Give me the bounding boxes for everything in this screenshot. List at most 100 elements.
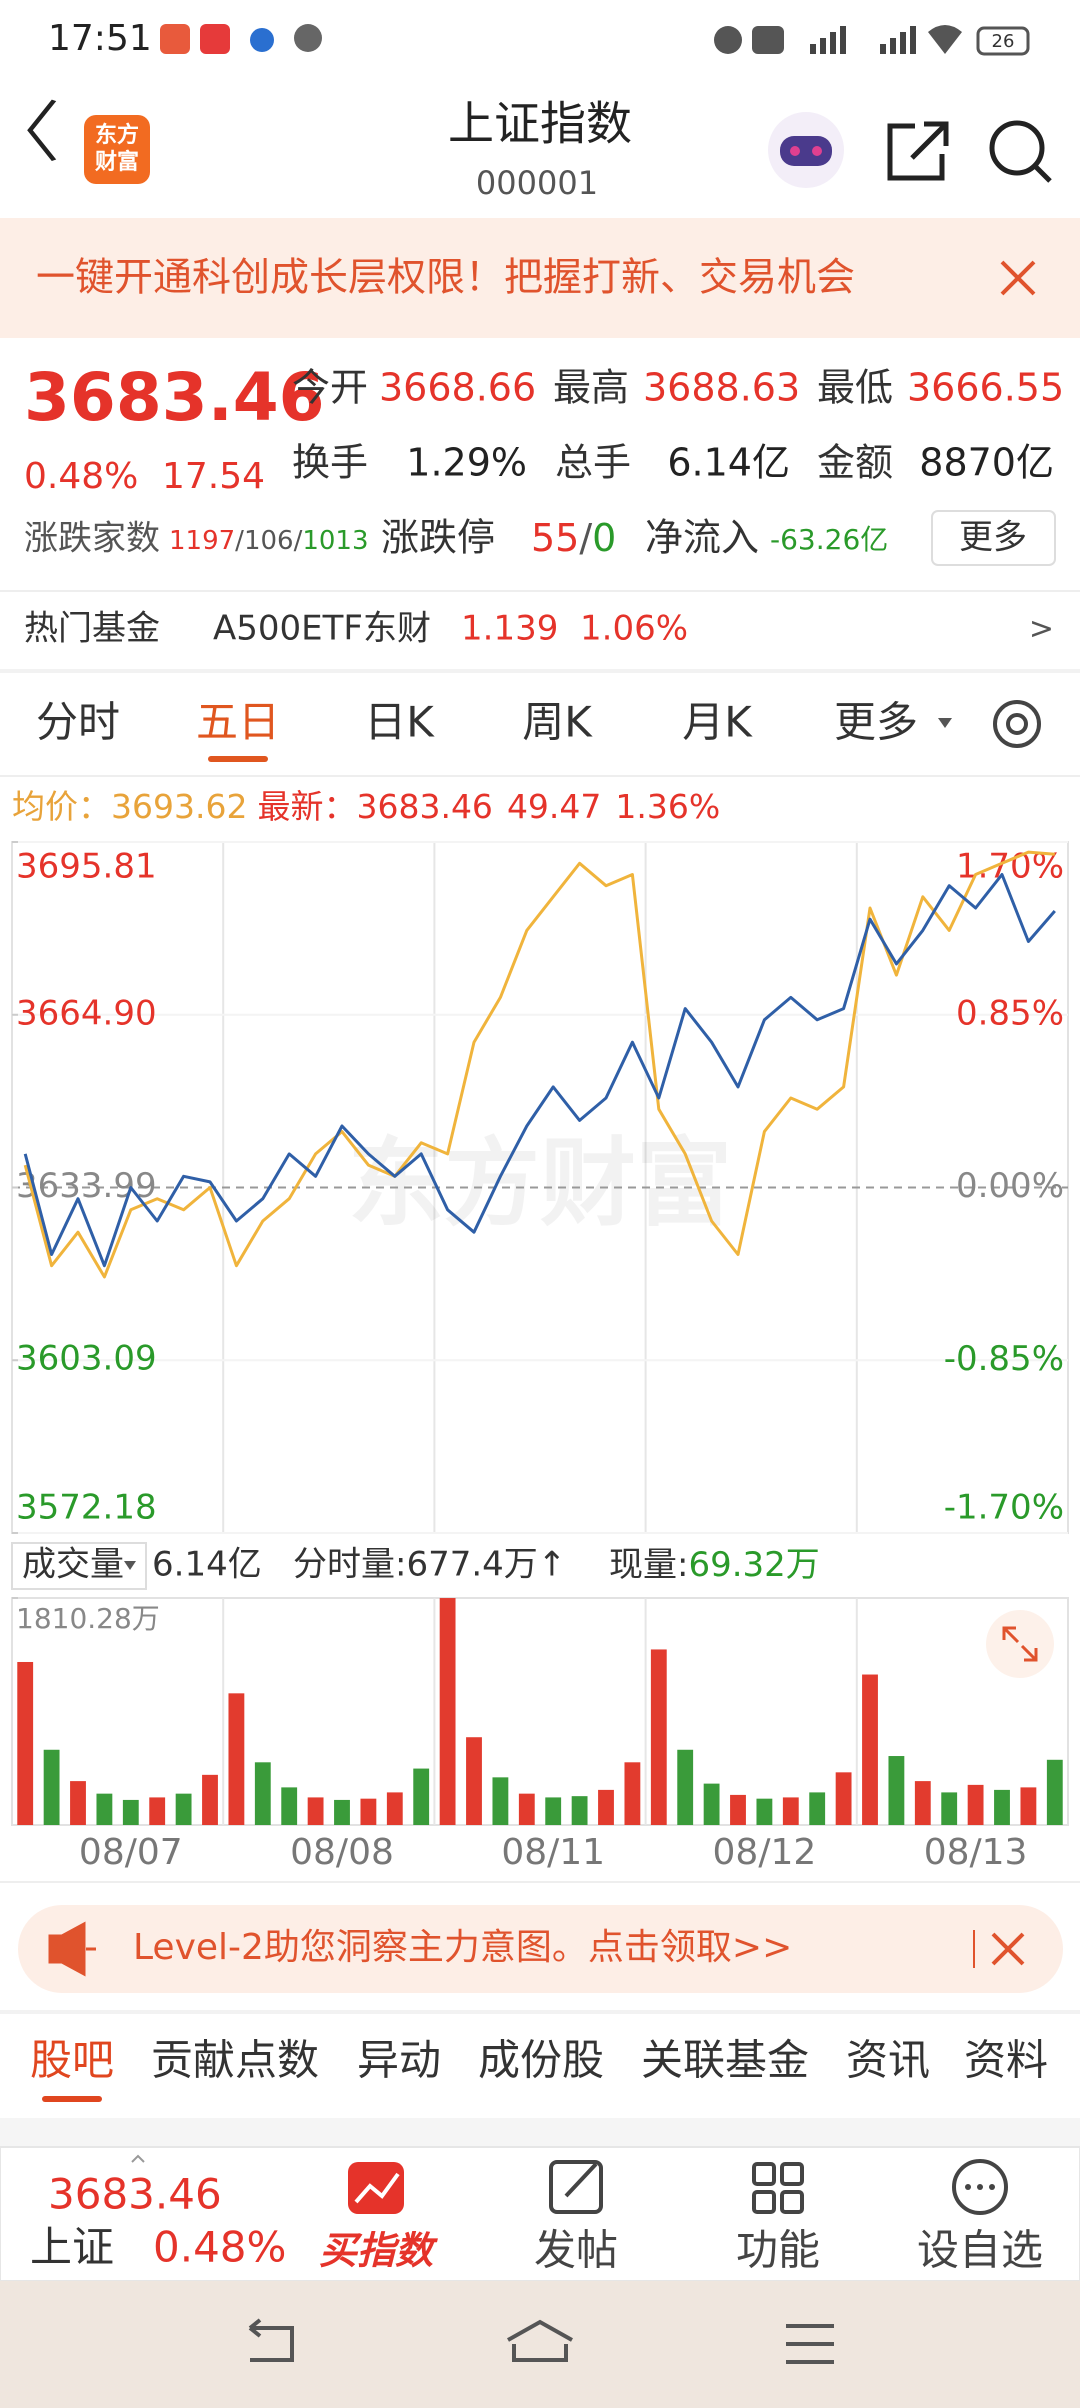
x-tick-label: 08/07 (79, 1832, 183, 1873)
content-tab[interactable]: 关联基金 (641, 2036, 809, 2085)
divider (0, 2010, 1080, 2014)
field-value: 8870亿 (919, 441, 1054, 485)
tab[interactable]: 月K (682, 698, 753, 747)
assistant-button[interactable] (768, 112, 844, 188)
content-tab[interactable]: 贡献点数 (151, 2036, 319, 2085)
y-tick-label: 3633.99 (16, 1166, 157, 1206)
y-tick-label: 3695.81 (16, 847, 157, 887)
current-volume-label: 现量: (609, 1545, 688, 1585)
field-label: 金额 (817, 441, 893, 485)
search-button[interactable] (989, 120, 1052, 183)
nav-back[interactable] (248, 2318, 294, 2362)
field-value: 1.29% (406, 441, 527, 485)
nav-home[interactable] (507, 2319, 573, 2362)
limit-counts: 55/0 (531, 516, 616, 560)
action-label[interactable]: 功能 (736, 2226, 820, 2275)
dropdown-arrow (124, 1561, 136, 1570)
fund-arrow[interactable]: > (1029, 612, 1054, 647)
tab[interactable]: 五日 (196, 698, 280, 747)
ad-banner[interactable] (18, 1905, 1063, 1993)
separator: / (294, 526, 303, 556)
volume-bar (228, 1693, 245, 1825)
volume-bar (1020, 1787, 1037, 1825)
stock-code: 000001 (476, 164, 598, 202)
content-tabs: 股吧 贡献点数 异动 成份股 关联基金 资讯 资料 (30, 2036, 1048, 2102)
breadth-label: 涨跌家数 (24, 519, 160, 559)
ad-close[interactable] (991, 1932, 1025, 1966)
y-tick-label: 3603.09 (16, 1339, 157, 1379)
legend-change-pct: 1.36% (615, 787, 720, 826)
volume-total: 6.14亿 (152, 1545, 262, 1585)
tab[interactable]: 分时 (36, 698, 120, 747)
volume-bar (386, 1792, 403, 1825)
tab[interactable]: 更多 (834, 698, 918, 747)
functions-icon[interactable] (752, 2162, 804, 2214)
field-value: 3688.63 (643, 366, 800, 410)
bottom-change: 0.48% (153, 2223, 286, 2272)
price-chart: 3695.813664.903633.993603.093572.181.70%… (12, 841, 1068, 1534)
hot-fund-label: 热门基金 (24, 609, 160, 649)
current-volume: 现量:69.32万 (609, 1545, 820, 1585)
volume-bar (809, 1792, 826, 1825)
volume-bar (466, 1737, 482, 1825)
buy-index-icon[interactable] (348, 2162, 404, 2214)
share-button[interactable] (887, 121, 949, 181)
field-label: 换手 (292, 441, 368, 485)
fund-price: 1.139 (461, 609, 558, 649)
expand-button[interactable] (986, 1610, 1054, 1678)
logo-text: 东方 (95, 122, 139, 148)
fund-name[interactable]: A500ETF东财 (213, 609, 431, 649)
y-tick-label: 3664.90 (16, 993, 157, 1033)
content-tab[interactable]: 异动 (357, 2036, 441, 2085)
volume-bar (835, 1772, 852, 1825)
field-value: 3666.55 (907, 366, 1064, 410)
watchlist-icon[interactable] (952, 2159, 1008, 2215)
settings-button[interactable] (993, 700, 1041, 748)
action-label[interactable]: 设自选 (917, 2226, 1043, 2275)
volume-chart: 1810.28万 08/07 08/08 08/11 08/12 08/13 (12, 1597, 1063, 1873)
legend-change: 49.47 (507, 787, 601, 826)
system-nav (0, 2281, 1080, 2408)
more-button-text[interactable]: 更多 (959, 518, 1027, 558)
tab-indicator (208, 756, 268, 762)
volume-frame (11, 1597, 1069, 1826)
legend-latest-label: 最新： (257, 787, 356, 826)
banner[interactable] (0, 218, 1080, 338)
content-tab[interactable]: 成份股 (478, 2036, 604, 2085)
more-button[interactable] (931, 510, 1056, 566)
limit-up: 55 (531, 516, 579, 560)
banner-text[interactable]: 一键开通科创成长层权限！把握打新、交易机会 (36, 256, 855, 301)
period-tabs: 分时 五日 日K 周K 月K 更多 (36, 698, 918, 762)
tab[interactable]: 日K (364, 698, 435, 747)
field-value: 3668.66 (379, 366, 536, 410)
x-tick-label: 08/12 (713, 1832, 817, 1873)
volume-bar (1046, 1759, 1063, 1825)
content-tab[interactable]: 资讯 (846, 2036, 930, 2085)
action-label[interactable]: 买指数 (319, 2229, 438, 2273)
divider (0, 669, 1080, 673)
y-tick-label: 3572.18 (16, 1488, 157, 1528)
volume-selector-text[interactable]: 成交量 (22, 1545, 124, 1585)
x-tick-label: 08/11 (501, 1832, 605, 1873)
volume-bar (96, 1793, 113, 1825)
ad-text[interactable]: Level-2助您洞察主力意图。点击领取>> (133, 1927, 792, 1968)
action-label[interactable]: 发帖 (534, 2226, 618, 2275)
content-tab[interactable]: 股吧 (30, 2036, 114, 2085)
tab[interactable]: 周K (522, 698, 593, 747)
post-icon[interactable] (549, 2160, 603, 2214)
volume-bar (703, 1783, 720, 1825)
nav-menu[interactable] (786, 2324, 834, 2364)
content-tab[interactable]: 资料 (964, 2036, 1048, 2085)
volume-bar (941, 1792, 958, 1825)
current-volume-value: 69.32万 (688, 1545, 819, 1585)
battery-level: 26 (992, 31, 1015, 52)
back-button[interactable] (27, 99, 57, 161)
banner-close[interactable] (1000, 260, 1036, 296)
expand-caret[interactable] (131, 2154, 145, 2163)
separator: / (235, 526, 244, 556)
day-dividers (222, 1598, 858, 1825)
volume-bar (281, 1787, 298, 1825)
volume-bar (888, 1756, 905, 1825)
volume-selector[interactable] (11, 1542, 147, 1590)
